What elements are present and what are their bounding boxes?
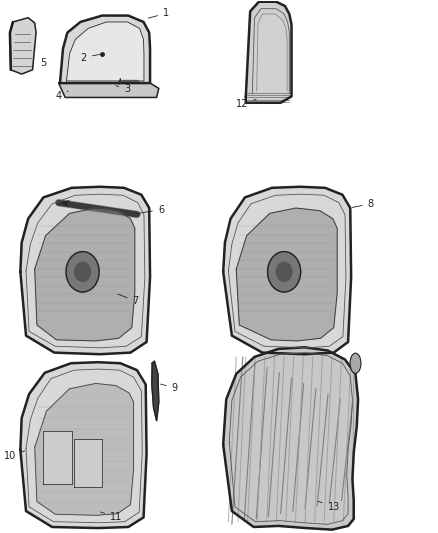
Polygon shape <box>59 83 159 98</box>
Text: 5: 5 <box>40 59 46 68</box>
Polygon shape <box>20 187 150 354</box>
Polygon shape <box>20 362 147 528</box>
Polygon shape <box>246 2 292 103</box>
Text: 3: 3 <box>116 84 130 94</box>
Polygon shape <box>152 361 159 421</box>
Text: 4: 4 <box>56 91 68 101</box>
Text: 6: 6 <box>138 205 164 215</box>
Text: 12: 12 <box>236 99 256 109</box>
Polygon shape <box>10 18 36 74</box>
Text: 7: 7 <box>118 294 139 306</box>
Polygon shape <box>223 187 351 354</box>
Polygon shape <box>35 208 135 341</box>
Circle shape <box>75 262 90 281</box>
Polygon shape <box>35 383 134 515</box>
Polygon shape <box>43 431 72 484</box>
Text: 11: 11 <box>100 512 122 522</box>
Circle shape <box>66 252 99 292</box>
Text: 8: 8 <box>352 199 374 209</box>
Circle shape <box>268 252 300 292</box>
Ellipse shape <box>350 353 361 373</box>
Text: 13: 13 <box>318 502 340 512</box>
Polygon shape <box>60 15 150 83</box>
Polygon shape <box>74 439 102 487</box>
Polygon shape <box>223 348 358 530</box>
Polygon shape <box>67 22 144 81</box>
Text: 10: 10 <box>4 451 25 461</box>
Circle shape <box>276 262 292 281</box>
Text: 9: 9 <box>161 383 178 393</box>
Text: 1: 1 <box>148 9 169 19</box>
Polygon shape <box>236 208 337 341</box>
Text: 2: 2 <box>81 53 99 62</box>
